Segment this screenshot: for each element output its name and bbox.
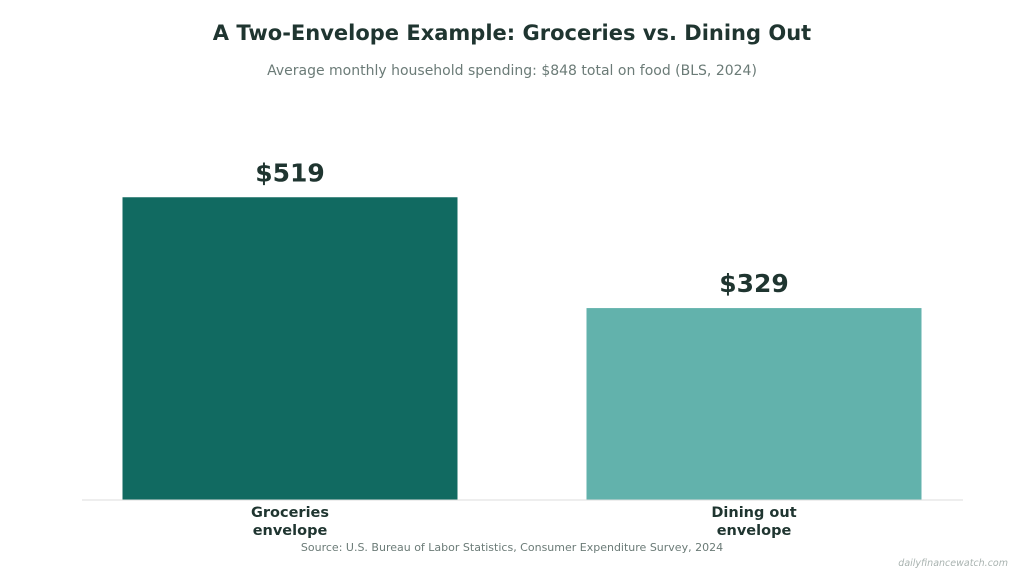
category-label-1-line1: Groceries [251, 505, 329, 521]
value-label-1: $519 [255, 158, 325, 187]
chart-title: A Two-Envelope Example: Groceries vs. Di… [213, 21, 811, 45]
chart-subtitle: Average monthly household spending: $848… [267, 63, 757, 79]
category-label-2-line1: Dining out [711, 505, 796, 521]
source-note: Source: U.S. Bureau of Labor Statistics,… [301, 541, 723, 554]
bar-2 [586, 308, 922, 500]
category-label-1-line2: envelope [253, 523, 328, 539]
bar-1 [122, 197, 458, 500]
category-label-2-line2: envelope [717, 523, 792, 539]
bars-group: $519 Groceries envelope $329 Dining out envel… [122, 158, 922, 539]
watermark: dailyfinancewatch.com [898, 558, 1008, 569]
value-label-2: $329 [719, 269, 789, 298]
